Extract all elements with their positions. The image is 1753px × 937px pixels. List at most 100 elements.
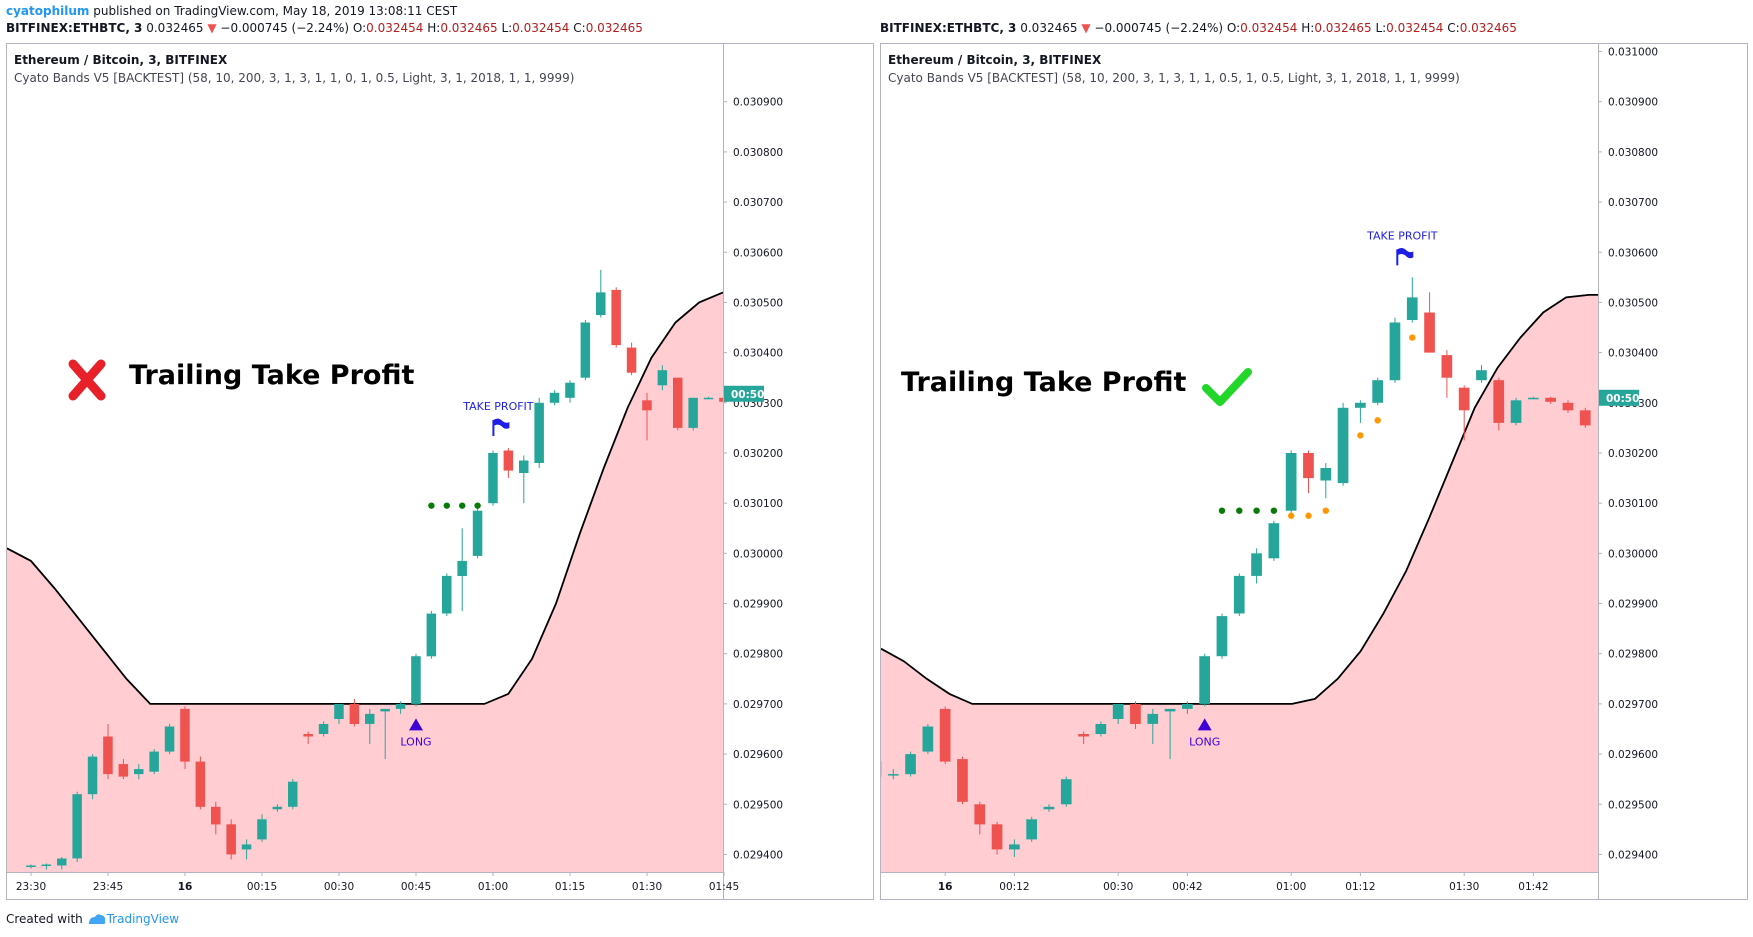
author-link[interactable]: cyatophilum: [6, 4, 90, 18]
candle-body: [596, 292, 606, 315]
close-label: C:: [1447, 21, 1460, 35]
candle-body: [991, 824, 1003, 850]
candle: [596, 269, 606, 318]
candle-body: [1303, 453, 1314, 479]
y-tick-label: 0.031000: [1608, 47, 1658, 59]
trail-stop-dot: [1322, 507, 1329, 514]
candle: [887, 769, 899, 780]
x-tick-label: 01:12: [1345, 881, 1375, 893]
candle: [626, 342, 637, 376]
candle-body: [195, 761, 206, 807]
long-label: LONG: [400, 735, 431, 748]
candle-body: [1355, 402, 1366, 408]
entry-dot: [443, 502, 450, 509]
footer: Created with TradingView: [6, 912, 179, 929]
y-tick-label: 0.030200: [1608, 448, 1658, 460]
indicator-legend[interactable]: Cyato Bands V5 [BACKTEST] (58, 10, 200, …: [14, 71, 575, 85]
candle-body: [549, 392, 560, 403]
candle-body: [365, 713, 375, 724]
chart-panel-right[interactable]: LONG TAKE PROFIT Trailing Take Profit 0.029…: [880, 43, 1748, 900]
candle-body: [580, 322, 591, 378]
candle: [580, 320, 591, 381]
take-profit-label: TAKE PROFIT: [462, 400, 534, 413]
candle-body: [380, 708, 390, 712]
candle-body: [1251, 553, 1262, 576]
candle: [1268, 520, 1280, 561]
long-arrow-icon: [409, 718, 423, 731]
candle: [211, 801, 221, 835]
candle: [922, 723, 934, 755]
candle-body: [134, 769, 144, 775]
check-stroke: [1202, 368, 1252, 406]
candle-body: [118, 764, 129, 777]
candle: [334, 703, 344, 724]
x-tick-label: 16: [938, 881, 953, 893]
y-tick-label: 0.030200: [733, 448, 783, 460]
y-tick-label: 0.030600: [733, 247, 783, 259]
candle: [974, 801, 986, 835]
indicator-legend[interactable]: Cyato Bands V5 [BACKTEST] (58, 10, 200, …: [888, 71, 1460, 85]
candle-body: [534, 402, 544, 463]
y-tick-label: 0.030800: [733, 147, 783, 159]
y-tick-label: 0.030100: [1608, 498, 1658, 510]
candle: [1233, 573, 1245, 617]
candle: [1458, 385, 1470, 441]
y-tick-label: 0.030900: [1608, 97, 1658, 109]
candle: [673, 377, 683, 431]
candle: [134, 764, 144, 780]
candle: [488, 450, 498, 506]
candle-body: [1441, 355, 1453, 378]
chart-title: Ethereum / Bitcoin, 3, BITFINEX: [888, 53, 1102, 67]
y-tick-label: 0.030000: [733, 548, 783, 560]
candle: [272, 804, 283, 812]
candle-body: [1458, 387, 1470, 411]
candle: [1026, 816, 1037, 842]
candle-body: [411, 656, 421, 704]
entry-dot: [428, 502, 435, 509]
y-tick-label: 0.030500: [1608, 297, 1658, 309]
candle: [905, 751, 916, 777]
candle: [939, 706, 951, 765]
chart-plot[interactable]: LONG TAKE PROFIT Trailing Take Profit 0.029…: [881, 44, 1748, 900]
tradingview-brand[interactable]: TradingView: [106, 912, 180, 926]
candle: [1389, 317, 1401, 383]
chart-plot[interactable]: LONG TAKE PROFIT Trailing Take Profit 0.029…: [7, 44, 874, 900]
y-tick-label: 0.029400: [733, 849, 783, 861]
candle: [241, 839, 252, 860]
check-icon: [1202, 368, 1252, 406]
price-change: −0.000745 (−2.24%): [220, 21, 350, 35]
candle-body: [503, 450, 514, 471]
y-tick-label: 0.030800: [1608, 147, 1658, 159]
countdown-badge-bg: [1599, 389, 1639, 406]
candle-body: [1182, 703, 1193, 709]
high-label: H:: [1301, 21, 1315, 35]
candle: [303, 731, 313, 745]
candle: [1199, 653, 1210, 707]
candle: [1476, 365, 1487, 383]
candle: [1424, 292, 1435, 353]
candle: [365, 708, 375, 745]
chart-panel-left[interactable]: LONG TAKE PROFIT Trailing Take Profit 0.029…: [6, 43, 874, 900]
candle-body: [703, 397, 714, 400]
candle: [957, 756, 968, 805]
candle-body: [457, 560, 467, 576]
candle-body: [288, 781, 298, 807]
candle: [1579, 407, 1591, 428]
candle: [103, 723, 113, 780]
high-label: H:: [427, 21, 441, 35]
countdown-badge: 00:50: [724, 385, 764, 402]
candle: [503, 447, 514, 479]
candle-body: [1147, 713, 1159, 724]
candle: [442, 573, 452, 617]
candle-body: [1164, 708, 1176, 712]
candle: [1320, 463, 1332, 499]
candle: [1078, 731, 1089, 745]
tradingview-logo-icon: [87, 912, 107, 929]
trail-stop-dot: [1374, 417, 1381, 424]
open-value: 0.032454: [366, 21, 424, 35]
x-tick-label: 01:45: [709, 881, 739, 893]
candle-body: [241, 844, 252, 850]
candle: [1303, 450, 1314, 494]
candle: [1147, 708, 1159, 745]
candle: [426, 611, 437, 659]
